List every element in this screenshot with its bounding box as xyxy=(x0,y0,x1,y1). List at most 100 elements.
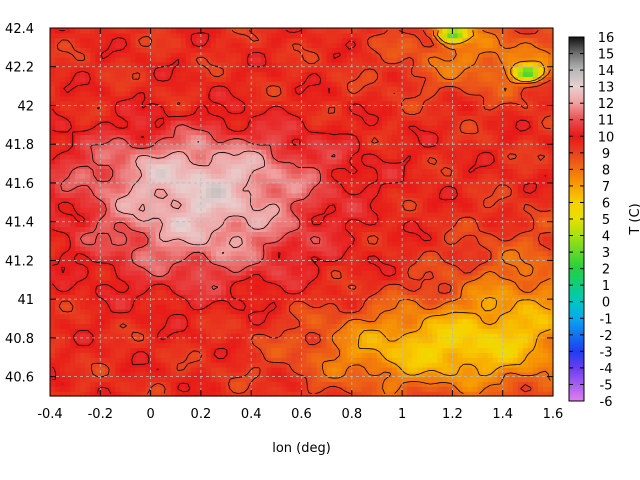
heatmap-cell xyxy=(170,366,177,373)
heatmap-cell xyxy=(125,158,132,165)
heatmap-cell xyxy=(517,236,524,242)
heatmap-cell xyxy=(482,158,489,165)
heatmap-cell xyxy=(155,274,162,281)
heatmap-cell xyxy=(467,241,474,247)
heatmap-cell xyxy=(110,362,116,368)
heatmap-cell xyxy=(140,260,147,266)
heatmap-cell xyxy=(472,294,479,300)
heatmap-cell xyxy=(537,187,544,194)
heatmap-cell xyxy=(261,192,267,199)
heatmap-cell xyxy=(85,216,91,223)
heatmap-cell xyxy=(397,299,403,305)
heatmap-cell xyxy=(422,352,428,358)
heatmap-cell xyxy=(205,352,212,358)
heatmap-cell xyxy=(125,289,132,295)
heatmap-cell xyxy=(246,178,252,184)
heatmap-cell xyxy=(487,357,494,363)
heatmap-cell xyxy=(75,187,81,194)
heatmap-cell xyxy=(286,323,293,329)
heatmap-cell xyxy=(532,347,539,354)
heatmap-cell xyxy=(467,197,474,203)
heatmap-cell xyxy=(281,386,288,392)
heatmap-cell xyxy=(115,386,122,392)
heatmap-cell xyxy=(542,187,549,194)
heatmap-cell xyxy=(65,202,71,208)
heatmap-cell xyxy=(422,304,428,310)
heatmap-cell xyxy=(145,337,152,344)
heatmap-cell xyxy=(512,158,519,165)
heatmap-cell xyxy=(145,153,152,160)
heatmap-cell xyxy=(145,284,152,291)
heatmap-cell xyxy=(341,352,348,358)
heatmap-cell xyxy=(241,250,247,257)
heatmap-cell xyxy=(502,279,509,286)
heatmap-cell xyxy=(487,342,494,349)
heatmap-cell xyxy=(527,279,534,286)
heatmap-cell xyxy=(210,226,217,232)
heatmap-cell xyxy=(306,304,313,310)
heatmap-cell xyxy=(251,357,257,363)
heatmap-cell xyxy=(402,192,408,199)
heatmap-cell xyxy=(432,328,438,334)
heatmap-cell xyxy=(422,236,428,242)
heatmap-cell xyxy=(397,304,403,310)
heatmap-cell xyxy=(517,304,524,310)
heatmap-cell xyxy=(331,216,338,223)
heatmap-cell xyxy=(326,352,333,358)
heatmap-cell xyxy=(135,376,142,383)
heatmap-cell xyxy=(65,357,71,363)
heatmap-cell xyxy=(276,289,282,295)
heatmap-cell xyxy=(271,216,277,223)
heatmap-cell xyxy=(487,299,494,305)
heatmap-cell xyxy=(326,182,333,189)
heatmap-cell xyxy=(105,318,111,324)
heatmap-cell xyxy=(502,173,509,179)
heatmap-cell xyxy=(55,255,61,262)
heatmap-cell xyxy=(95,153,101,160)
heatmap-cell xyxy=(155,371,162,378)
heatmap-cell xyxy=(502,163,509,170)
heatmap-cell xyxy=(311,279,318,286)
heatmap-cell xyxy=(351,255,358,262)
heatmap-cell xyxy=(190,376,197,383)
heatmap-cell xyxy=(502,299,509,305)
heatmap-cell xyxy=(195,187,202,194)
heatmap-cell xyxy=(210,250,217,257)
heatmap-cell xyxy=(331,221,338,228)
heatmap-cell xyxy=(477,182,484,189)
heatmap-cell xyxy=(452,381,459,387)
heatmap-cell xyxy=(507,308,514,315)
heatmap-cell xyxy=(180,357,187,363)
heatmap-cell xyxy=(532,308,539,315)
heatmap-cell xyxy=(150,313,157,320)
heatmap-cell xyxy=(180,386,187,392)
heatmap-cell xyxy=(392,313,398,320)
heatmap-cell xyxy=(522,294,529,300)
heatmap-cell xyxy=(286,212,293,218)
heatmap-cell xyxy=(130,318,137,324)
heatmap-cell xyxy=(130,294,137,300)
heatmap-cell xyxy=(351,352,358,358)
heatmap-cell xyxy=(477,308,484,315)
heatmap-cell xyxy=(542,357,549,363)
heatmap-cell xyxy=(356,207,363,213)
heatmap-cell xyxy=(286,260,293,266)
heatmap-cell xyxy=(105,308,111,315)
heatmap-cell xyxy=(512,381,519,387)
heatmap-cell xyxy=(266,231,272,237)
heatmap-cell xyxy=(190,202,197,208)
heatmap-cell xyxy=(412,231,418,237)
heatmap-cell xyxy=(115,158,122,165)
heatmap-cell xyxy=(165,158,172,165)
heatmap-cell xyxy=(497,236,504,242)
heatmap-cell xyxy=(341,381,348,387)
heatmap-cell xyxy=(291,260,298,266)
heatmap-cell xyxy=(175,202,182,208)
heatmap-cell xyxy=(221,352,227,358)
heatmap-cell xyxy=(195,318,202,324)
heatmap-cell xyxy=(527,366,534,373)
heatmap-cell xyxy=(145,168,152,174)
heatmap-cell xyxy=(130,187,137,194)
heatmap-cell xyxy=(412,187,418,194)
heatmap-cell xyxy=(155,168,162,174)
